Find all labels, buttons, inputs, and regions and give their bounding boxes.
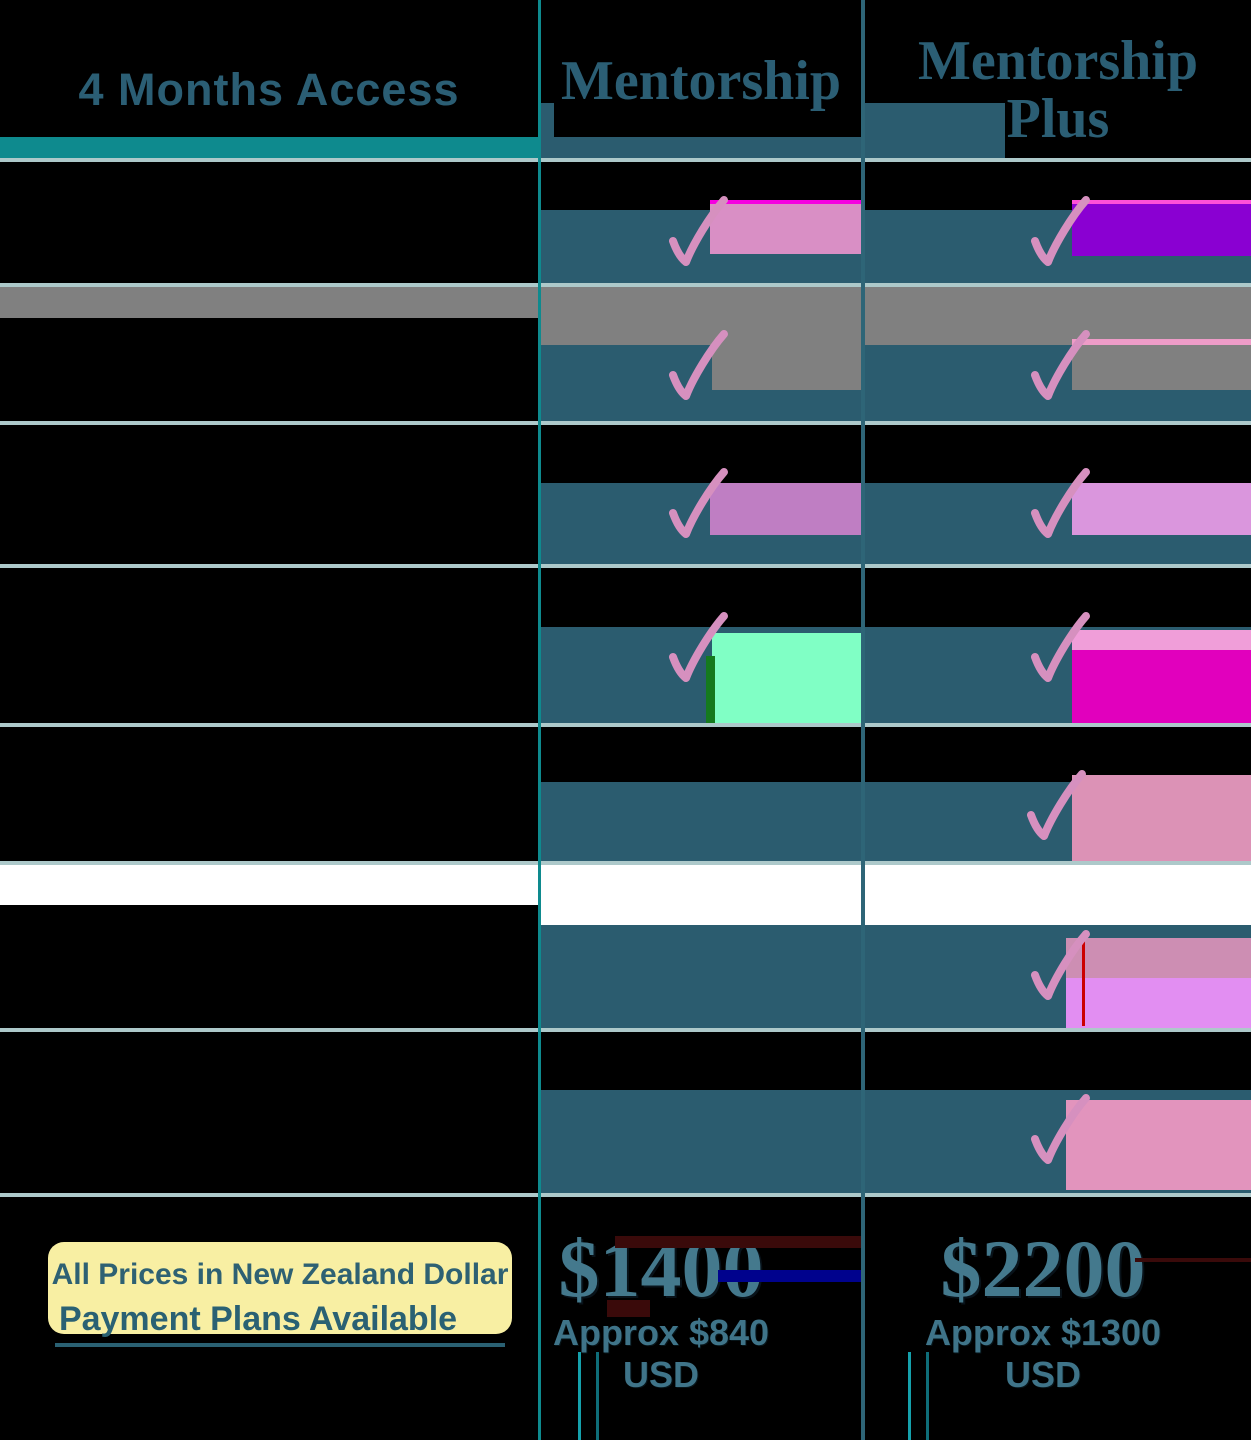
check-icon [1030, 468, 1090, 538]
header-underline-block [865, 103, 1005, 158]
highlight-rect [1072, 650, 1251, 723]
hidden-text-silhouette [0, 318, 538, 421]
highlight-rect [1072, 339, 1251, 345]
highlight-rect [712, 633, 861, 723]
row-separator [0, 723, 1251, 727]
artifact-drip [578, 1352, 581, 1440]
row-separator [0, 1193, 1251, 1197]
row-separator [0, 1028, 1251, 1032]
artifact-line [1082, 940, 1085, 1026]
highlight-rect [1066, 938, 1251, 978]
mentorship-plus-price-usd: Approx $1300 USD [924, 1312, 1162, 1395]
artifact-drip [926, 1352, 929, 1440]
check-icon [668, 196, 728, 266]
artifact-bar [1135, 1258, 1251, 1262]
check-icon [668, 468, 728, 538]
highlight-rect [712, 345, 861, 390]
highlight-rect [1072, 630, 1251, 650]
mentorship-price-usd: Approx $840 USD [552, 1312, 770, 1395]
artifact-drip [596, 1352, 599, 1440]
mentorship-cell [541, 782, 861, 861]
highlight-rect [1066, 1100, 1251, 1190]
payment-plans-link[interactable]: Payment Plans Available [20, 1300, 540, 1347]
payment-plans-label: Payment Plans Available [54, 1300, 506, 1347]
column-divider-line [861, 0, 865, 1440]
artifact-bar [718, 1270, 861, 1282]
mentorship-cell [541, 925, 861, 1028]
row-separator [0, 861, 1251, 865]
artifact-bar [615, 1236, 861, 1248]
highlight-rect [710, 483, 861, 535]
artifact-bar [607, 1300, 650, 1317]
header-underline-step [541, 103, 554, 158]
check-icon [1030, 930, 1090, 1000]
row-separator [0, 421, 1251, 425]
highlight-rect [1072, 775, 1251, 861]
currency-note-text: All Prices in New Zealand Dollar [51, 1258, 509, 1291]
row-separator [0, 564, 1251, 568]
highlight-rect [1072, 345, 1251, 390]
currency-note-box: All Prices in New Zealand Dollar [48, 1242, 512, 1334]
check-icon [668, 330, 728, 400]
mentorship-plus-price: $2200 [940, 1223, 1146, 1314]
check-icon [1026, 770, 1086, 840]
row-separator [0, 283, 1251, 287]
hidden-text-silhouette [0, 905, 538, 1028]
highlight-rect [1072, 204, 1251, 256]
column-title-mentorship: Mentorship [561, 50, 841, 112]
check-icon [1030, 330, 1090, 400]
column-line [538, 0, 541, 1440]
highlight-rect [1072, 200, 1251, 204]
highlight-rect [710, 204, 861, 254]
mentorship-cell [541, 1090, 861, 1193]
artifact-drip [908, 1352, 911, 1440]
highlight-stripe [706, 656, 715, 723]
header-underline-bar [541, 137, 861, 158]
check-icon [1030, 1094, 1090, 1164]
header-underline-bar [0, 137, 538, 158]
highlight-rect [1066, 978, 1251, 1028]
check-icon [668, 612, 728, 682]
check-icon [1030, 612, 1090, 682]
row-separator [0, 158, 1251, 162]
highlight-rect [1072, 483, 1251, 535]
highlight-rect [710, 200, 861, 204]
feature-column-title: 4 Months Access [78, 64, 460, 115]
column-title-mentorship-plus: Mentorship Plus [918, 30, 1198, 150]
check-icon [1030, 196, 1090, 266]
